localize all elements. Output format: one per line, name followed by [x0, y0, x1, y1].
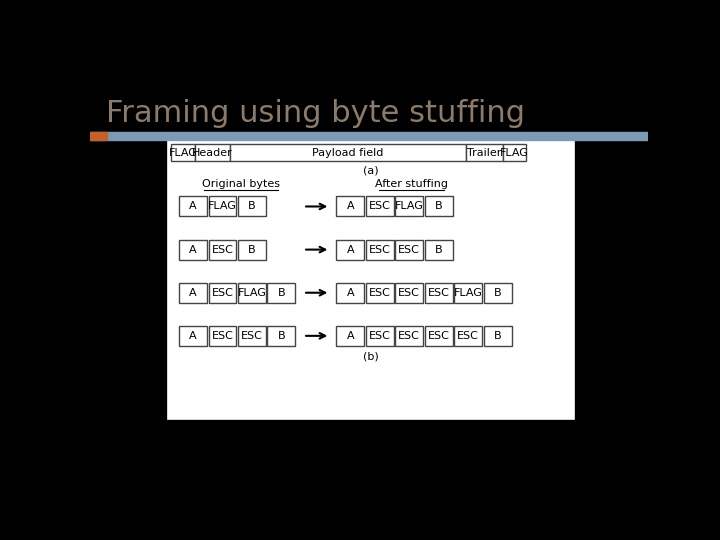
- Text: FLAG: FLAG: [238, 288, 266, 298]
- Bar: [336, 326, 364, 346]
- Bar: [454, 283, 482, 303]
- Text: FLAG: FLAG: [208, 201, 237, 212]
- Bar: [238, 283, 266, 303]
- Bar: [503, 144, 526, 161]
- Text: B: B: [494, 288, 501, 298]
- Text: ESC: ESC: [241, 331, 263, 341]
- Text: ESC: ESC: [212, 331, 233, 341]
- Bar: [366, 326, 394, 346]
- Bar: [90, 132, 648, 140]
- Text: Framing using byte stuffing: Framing using byte stuffing: [106, 99, 524, 128]
- Bar: [484, 283, 512, 303]
- Text: After stuffing: After stuffing: [375, 179, 448, 189]
- Text: B: B: [278, 331, 285, 341]
- Text: Trailer: Trailer: [467, 147, 502, 158]
- Bar: [395, 197, 423, 217]
- Text: ESC: ESC: [369, 331, 391, 341]
- Text: ESC: ESC: [398, 331, 420, 341]
- Text: ESC: ESC: [457, 331, 479, 341]
- Text: Header: Header: [192, 147, 233, 158]
- Bar: [230, 144, 466, 161]
- Text: (b): (b): [363, 352, 379, 362]
- Bar: [168, 138, 575, 419]
- Text: ESC: ESC: [369, 201, 391, 212]
- Bar: [267, 326, 295, 346]
- Text: ESC: ESC: [398, 245, 420, 254]
- Bar: [425, 197, 453, 217]
- Bar: [209, 197, 236, 217]
- Bar: [179, 283, 207, 303]
- Bar: [395, 240, 423, 260]
- Bar: [179, 326, 207, 346]
- Text: FLAG: FLAG: [168, 147, 197, 158]
- Bar: [484, 326, 512, 346]
- Text: ESC: ESC: [398, 288, 420, 298]
- Bar: [179, 197, 207, 217]
- Text: A: A: [189, 245, 197, 254]
- Text: FLAG: FLAG: [454, 288, 482, 298]
- Bar: [336, 197, 364, 217]
- Text: A: A: [346, 245, 354, 254]
- Text: A: A: [189, 331, 197, 341]
- Bar: [395, 283, 423, 303]
- Text: B: B: [248, 201, 256, 212]
- Bar: [209, 240, 236, 260]
- Bar: [238, 240, 266, 260]
- Text: ESC: ESC: [212, 288, 233, 298]
- Text: ESC: ESC: [428, 288, 450, 298]
- Bar: [209, 326, 236, 346]
- Bar: [194, 144, 230, 161]
- Bar: [395, 326, 423, 346]
- Text: Payload field: Payload field: [312, 147, 383, 158]
- Bar: [425, 240, 453, 260]
- Text: B: B: [278, 288, 285, 298]
- Text: B: B: [248, 245, 256, 254]
- Bar: [90, 132, 107, 140]
- Text: B: B: [435, 245, 443, 254]
- Bar: [171, 144, 194, 161]
- Text: A: A: [346, 288, 354, 298]
- Bar: [366, 197, 394, 217]
- Bar: [238, 326, 266, 346]
- Text: ESC: ESC: [369, 288, 391, 298]
- Text: B: B: [435, 201, 443, 212]
- Bar: [336, 283, 364, 303]
- Bar: [466, 144, 503, 161]
- Bar: [336, 240, 364, 260]
- Text: Original bytes: Original bytes: [202, 179, 280, 189]
- Text: FLAG: FLAG: [395, 201, 424, 212]
- Text: A: A: [189, 201, 197, 212]
- Text: (a): (a): [363, 165, 379, 176]
- Bar: [425, 326, 453, 346]
- Bar: [267, 283, 295, 303]
- Text: ESC: ESC: [428, 331, 450, 341]
- Bar: [238, 197, 266, 217]
- Text: ESC: ESC: [212, 245, 233, 254]
- Text: ESC: ESC: [369, 245, 391, 254]
- Bar: [425, 283, 453, 303]
- Text: A: A: [346, 331, 354, 341]
- Text: A: A: [346, 201, 354, 212]
- Bar: [366, 283, 394, 303]
- Bar: [454, 326, 482, 346]
- Text: B: B: [494, 331, 501, 341]
- Bar: [209, 283, 236, 303]
- Text: FLAG: FLAG: [500, 147, 529, 158]
- Bar: [366, 240, 394, 260]
- Bar: [179, 240, 207, 260]
- Text: A: A: [189, 288, 197, 298]
